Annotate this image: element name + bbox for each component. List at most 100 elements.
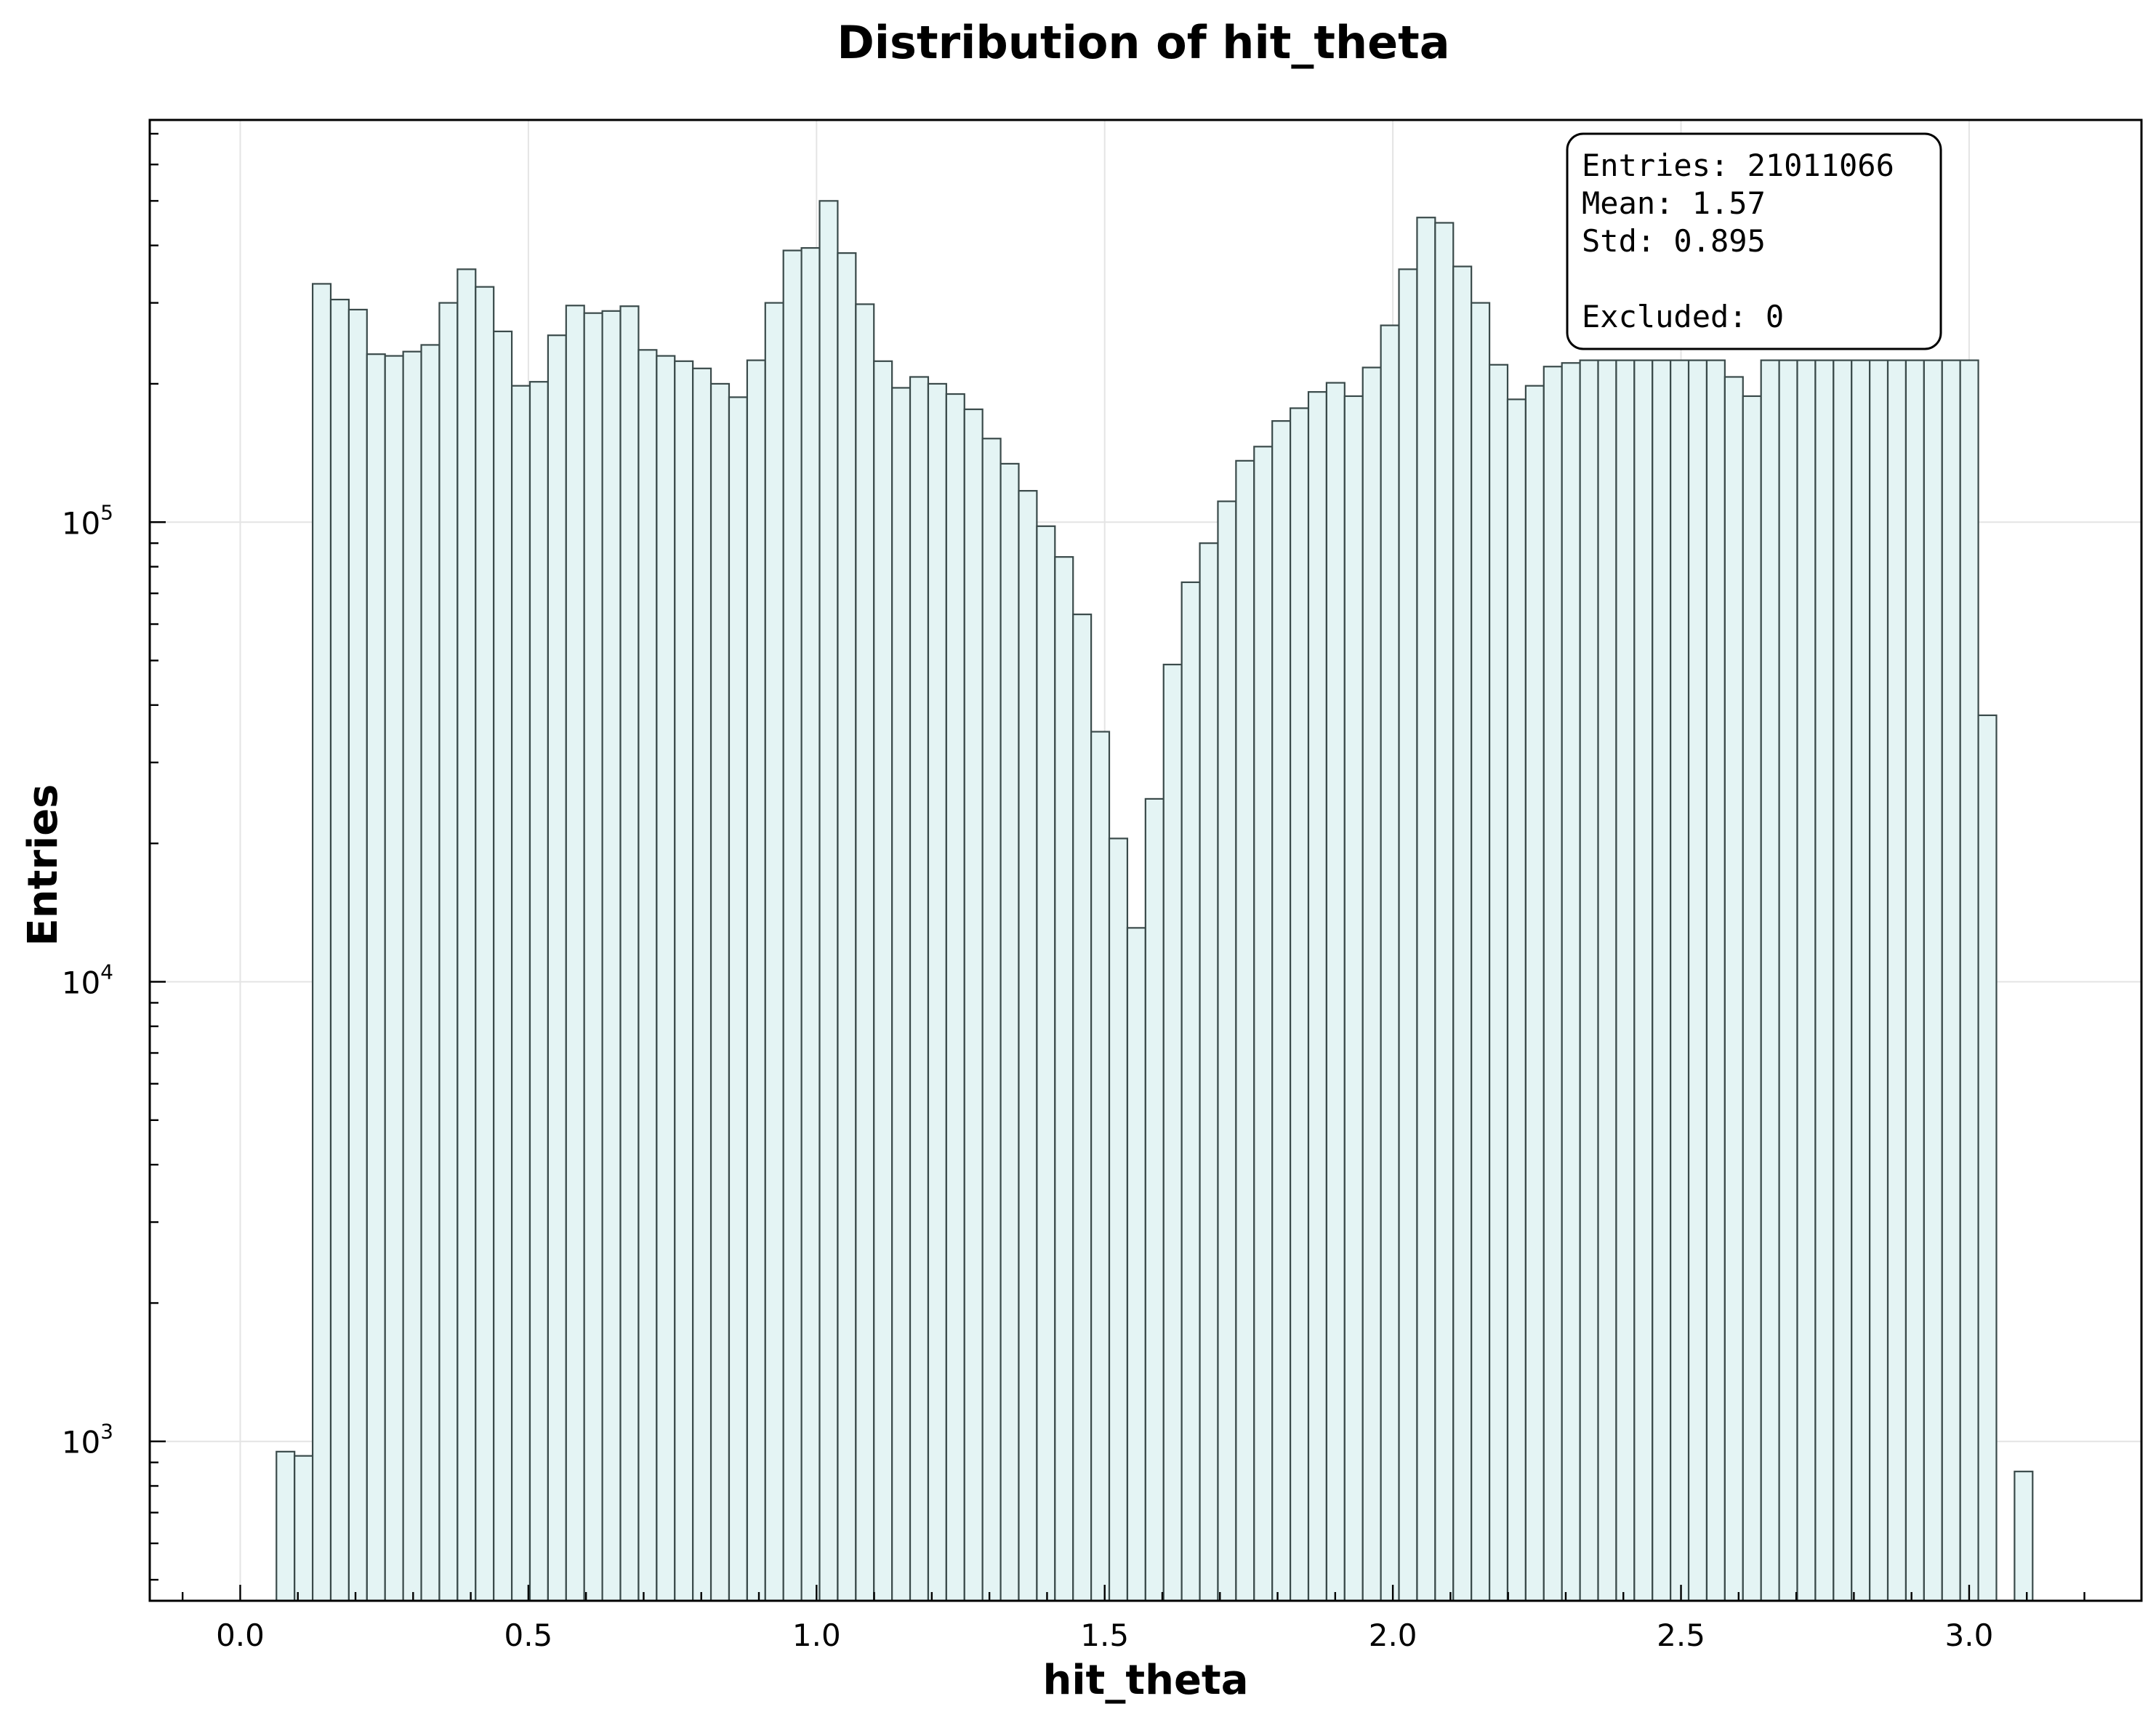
- histogram-bar-15: [510, 385, 531, 1602]
- x-tick-label-4: 2.0: [1369, 1617, 1417, 1653]
- histogram-bar-47: [1090, 731, 1111, 1602]
- histogram-bar-31: [800, 246, 821, 1602]
- histogram-bar-18: [565, 305, 585, 1602]
- histogram-bar-4: [312, 283, 332, 1602]
- histogram-bar-62: [1361, 366, 1382, 1602]
- histogram-bar-70: [1506, 398, 1527, 1602]
- stats-box: Entries: 21011066 Mean: 1.57 Std: 0.895 …: [1566, 132, 1942, 350]
- stats-std: Std: 0.895: [1582, 223, 1766, 259]
- histogram-bar-2: [275, 1450, 296, 1602]
- histogram-bar-96: [1977, 714, 1998, 1602]
- histogram-bar-83: [1742, 395, 1762, 1602]
- histogram-bar-16: [528, 381, 549, 1602]
- histogram-bar-86: [1796, 359, 1817, 1602]
- x-axis-label: hit_theta: [1042, 1657, 1248, 1704]
- plot-frame: [148, 118, 2143, 1602]
- histogram-bar-42: [999, 462, 1020, 1602]
- x-tick-labels: 0.0 0.5 1.0 1.5 2.0 2.5 3.0: [216, 1617, 1993, 1653]
- histogram-bar-79: [1670, 359, 1690, 1602]
- histogram-bar-41: [981, 438, 1002, 1602]
- histogram-bar-55: [1235, 459, 1255, 1602]
- histogram-bar-89: [1851, 359, 1871, 1602]
- histogram-bar-84: [1760, 359, 1780, 1602]
- axis-ticks: [150, 132, 2085, 1601]
- histogram-bar-66: [1434, 222, 1455, 1602]
- x-tick-label-1: 0.5: [504, 1617, 552, 1653]
- histogram-bar-33: [837, 252, 857, 1602]
- histogram-bars: [275, 200, 2034, 1602]
- stats-box-frame: [1566, 132, 1942, 350]
- histogram-bar-88: [1833, 359, 1853, 1602]
- histogram-bar-49: [1126, 927, 1146, 1602]
- histogram-bar-26: [709, 382, 731, 1602]
- histogram-bar-93: [1923, 359, 1943, 1602]
- stats-excluded: Excluded: 0: [1582, 299, 1784, 334]
- histogram-bar-56: [1253, 446, 1274, 1602]
- histogram-bar-64: [1398, 268, 1418, 1602]
- histogram-bar-30: [782, 249, 803, 1602]
- histogram-bar-51: [1162, 664, 1183, 1602]
- histogram-bar-14: [493, 330, 513, 1602]
- x-tick-label-6: 3.0: [1945, 1617, 1994, 1653]
- histogram-bar-98: [2014, 1471, 2034, 1602]
- histogram-bar-67: [1452, 265, 1473, 1602]
- histogram-bar-92: [1904, 359, 1925, 1602]
- chart-title: Distribution of hit_theta: [837, 16, 1449, 69]
- x-tick-label-0: 0.0: [216, 1617, 265, 1653]
- histogram-bar-68: [1471, 302, 1491, 1602]
- histogram-bar-38: [927, 382, 947, 1602]
- histogram-bar-6: [347, 308, 368, 1602]
- histogram-bar-60: [1325, 382, 1346, 1602]
- histogram-bar-22: [637, 349, 658, 1602]
- histogram-bar-21: [619, 305, 640, 1602]
- x-tick-label-5: 2.5: [1657, 1617, 1705, 1653]
- histogram-bar-57: [1271, 419, 1292, 1602]
- histogram-bar-59: [1307, 391, 1328, 1602]
- histogram-bar-77: [1633, 359, 1654, 1602]
- histogram-bar-69: [1488, 363, 1509, 1602]
- histogram-bar-48: [1108, 837, 1129, 1602]
- histogram-bar-11: [438, 302, 459, 1602]
- histogram-bar-39: [945, 393, 965, 1602]
- histogram-bar-72: [1542, 366, 1563, 1602]
- histogram-bar-90: [1869, 359, 1889, 1602]
- histogram-bar-44: [1036, 525, 1056, 1602]
- histogram-bar-80: [1687, 359, 1708, 1602]
- histogram-bar-50: [1144, 797, 1165, 1602]
- histogram-bar-9: [402, 350, 422, 1602]
- histogram-bar-8: [384, 355, 404, 1602]
- histogram-bar-12: [456, 268, 477, 1602]
- histogram-bar-35: [873, 360, 893, 1602]
- histogram-bar-7: [366, 353, 386, 1602]
- histogram-bar-10: [420, 344, 441, 1602]
- y-tick-label-1: 104: [62, 960, 113, 1000]
- histogram-bar-25: [692, 367, 712, 1602]
- histogram-bar-5: [329, 298, 350, 1602]
- histogram-bar-91: [1886, 359, 1907, 1602]
- histogram-bar-17: [547, 334, 567, 1602]
- stats-mean: Mean: 1.57: [1582, 185, 1766, 221]
- histogram-bar-65: [1416, 217, 1436, 1602]
- x-tick-label-3: 1.5: [1080, 1617, 1129, 1653]
- histogram-bar-28: [746, 359, 766, 1602]
- histogram-bar-37: [909, 376, 930, 1602]
- histogram-bar-87: [1814, 359, 1835, 1602]
- histogram-bar-61: [1343, 395, 1364, 1602]
- histogram-bar-36: [891, 387, 912, 1602]
- stats-entries: Entries: 21011066: [1582, 148, 1894, 183]
- histogram-bar-71: [1524, 385, 1545, 1602]
- histogram-bar-82: [1723, 376, 1744, 1602]
- histogram-bar-73: [1561, 362, 1581, 1602]
- histogram-bar-58: [1289, 407, 1310, 1602]
- histogram-bar-74: [1579, 359, 1599, 1602]
- histogram-bar-3: [294, 1455, 314, 1602]
- histogram-bar-52: [1180, 581, 1201, 1602]
- x-tick-label-2: 1.0: [792, 1617, 841, 1653]
- histogram-bar-54: [1217, 500, 1237, 1602]
- y-tick-label-2: 105: [62, 500, 113, 541]
- histogram-bar-34: [855, 303, 875, 1602]
- histogram-bar-46: [1072, 614, 1093, 1602]
- histogram-bar-95: [1959, 359, 1979, 1602]
- histogram-bar-75: [1597, 359, 1617, 1602]
